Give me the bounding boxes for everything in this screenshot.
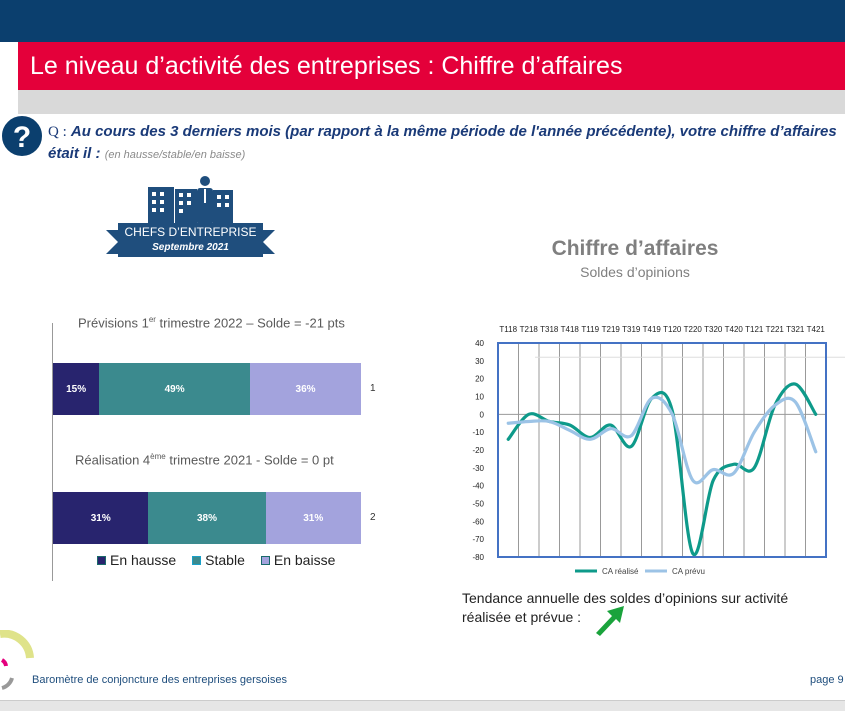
question-options: (en hausse/stable/en baisse): [104, 149, 246, 161]
stacked-bar-realisation: 31% 38% 31%: [53, 492, 361, 544]
y-tick-label: 30: [475, 357, 484, 366]
legend-swatch: [192, 555, 202, 565]
x-tick-label: T321: [786, 325, 805, 334]
row-label: 2: [370, 512, 376, 523]
question-body: Au cours des 3 derniers mois (par rappor…: [48, 123, 837, 162]
badge-title: CHEFS D’ENTREPRISE: [124, 225, 257, 239]
x-tick-label: T318: [540, 325, 559, 334]
barometer-logo-icon: [0, 630, 34, 690]
x-tick-label: T418: [561, 325, 580, 334]
x-tick-label: T420: [725, 325, 744, 334]
bar-segment-stable: 38%: [148, 492, 266, 544]
x-tick-label: T320: [704, 325, 723, 334]
x-tick-label: T119: [581, 325, 599, 334]
question-mark-icon: ?: [0, 114, 44, 158]
bar-legend: En hausse Stable En baisse: [97, 552, 335, 568]
y-tick-label: -60: [472, 517, 484, 526]
badge-date: Septembre 2021: [152, 242, 229, 253]
series-line-ca-realise: [506, 382, 818, 557]
bar-title-realisation: Réalisation 4ème trimestre 2021 - Solde …: [75, 452, 334, 468]
badge-ribbon: CHEFS D’ENTREPRISE Septembre 2021: [118, 223, 263, 257]
chart-subtitle: Soldes d’opinions: [580, 264, 690, 280]
x-tick-label: T221: [766, 325, 785, 334]
page-title: Le niveau d’activité des entreprises : C…: [18, 42, 845, 90]
x-tick-label: T220: [684, 325, 703, 334]
legend-item: En baisse: [260, 552, 335, 568]
y-tick-label: 40: [475, 339, 484, 348]
plot-border: [497, 342, 827, 558]
bottom-strip: [0, 700, 845, 711]
x-tick-label: T421: [807, 325, 826, 334]
x-tick-label: T120: [663, 325, 682, 334]
legend-item: En hausse: [97, 552, 176, 568]
y-tick-label: -30: [472, 464, 484, 473]
legend-label: CA réalisé: [602, 567, 639, 576]
x-tick-label: T121: [745, 325, 764, 334]
line-chart: T118 T218 T318 T418 T119 T219 T319 T419 T120 T220…: [472, 325, 845, 576]
question-text: Q : Au cours des 3 derniers mois (par ra…: [48, 121, 838, 166]
ribbon-left-end: [106, 230, 118, 254]
x-tick-label: T219: [602, 325, 621, 334]
top-band: [0, 0, 845, 42]
chart-title: Chiffre d’affaires: [551, 237, 719, 260]
x-tick-label: T419: [643, 325, 662, 334]
row-label: 1: [370, 383, 376, 394]
buildings-businessman-icon: [148, 176, 233, 225]
ribbon-right-end: [263, 230, 275, 254]
footer-text: Baromètre de conjoncture des entreprises…: [32, 674, 287, 686]
y-tick-label: 10: [475, 393, 484, 402]
bar-segment-stable: 49%: [99, 363, 251, 415]
y-tick-label: -70: [472, 535, 484, 544]
x-tick-label: T218: [520, 325, 539, 334]
bar-title-forecast: Prévisions 1er trimestre 2022 – Solde = …: [78, 315, 345, 331]
bar-segment-hausse: 15%: [53, 363, 100, 415]
legend-label: CA prévu: [672, 567, 705, 576]
up-right-arrow-icon: [596, 606, 624, 636]
legend-item: Stable: [192, 552, 245, 568]
bar-chart-axis: [52, 323, 53, 581]
y-tick-label: -10: [472, 428, 484, 437]
stacked-bar-forecast: 15% 49% 36%: [53, 363, 361, 415]
bar-segment-baisse: 31%: [265, 492, 361, 544]
y-tick-label: 20: [475, 375, 484, 384]
y-tick-label: 0: [480, 410, 485, 419]
title-underbar: [18, 90, 845, 114]
legend-swatch: [260, 555, 270, 565]
trend-text: Tendance annuelle des soldes d’opinions …: [462, 590, 789, 625]
y-tick-label: -40: [472, 482, 484, 491]
y-tick-label: -50: [472, 500, 484, 509]
page-number: page 9: [810, 674, 844, 686]
legend-swatch: [97, 555, 106, 565]
bar-segment-baisse: 36%: [250, 363, 361, 415]
x-tick-label: T118: [499, 325, 517, 334]
question-prefix: Q :: [48, 124, 67, 140]
bar-segment-hausse: 31%: [53, 492, 149, 544]
y-tick-label: -80: [472, 553, 484, 562]
series-line-ca-prevu: [506, 395, 818, 485]
y-tick-label: -20: [472, 446, 484, 455]
x-tick-label: T319: [622, 325, 641, 334]
